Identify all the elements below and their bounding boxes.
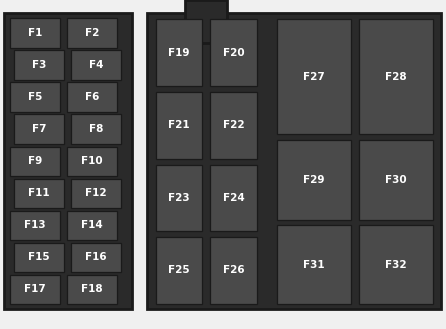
FancyBboxPatch shape <box>70 242 121 272</box>
Text: F2: F2 <box>85 28 99 38</box>
Text: F13: F13 <box>25 220 46 230</box>
Text: F9: F9 <box>28 156 42 166</box>
FancyBboxPatch shape <box>277 140 351 219</box>
Text: F14: F14 <box>81 220 103 230</box>
Text: F22: F22 <box>223 120 244 130</box>
Text: F20: F20 <box>223 48 244 58</box>
FancyBboxPatch shape <box>67 275 117 304</box>
Text: F15: F15 <box>28 252 50 262</box>
Text: F11: F11 <box>28 188 50 198</box>
FancyBboxPatch shape <box>67 146 117 176</box>
FancyBboxPatch shape <box>70 50 121 80</box>
FancyBboxPatch shape <box>156 19 202 86</box>
FancyBboxPatch shape <box>10 211 61 240</box>
Text: F7: F7 <box>32 124 46 134</box>
Text: F29: F29 <box>303 175 325 185</box>
FancyBboxPatch shape <box>10 83 61 112</box>
Text: F5: F5 <box>28 92 42 102</box>
Text: F25: F25 <box>168 266 190 275</box>
Text: F26: F26 <box>223 266 244 275</box>
FancyBboxPatch shape <box>359 225 433 304</box>
FancyBboxPatch shape <box>70 114 121 144</box>
Text: F21: F21 <box>168 120 190 130</box>
Text: F6: F6 <box>85 92 99 102</box>
FancyBboxPatch shape <box>67 18 117 48</box>
FancyBboxPatch shape <box>13 242 64 272</box>
Text: F10: F10 <box>81 156 103 166</box>
FancyBboxPatch shape <box>211 92 257 159</box>
FancyBboxPatch shape <box>10 18 61 48</box>
FancyBboxPatch shape <box>10 275 61 304</box>
FancyBboxPatch shape <box>147 13 441 309</box>
Text: F23: F23 <box>168 193 190 203</box>
FancyBboxPatch shape <box>10 146 61 176</box>
FancyBboxPatch shape <box>13 114 64 144</box>
FancyBboxPatch shape <box>359 19 433 134</box>
FancyBboxPatch shape <box>70 179 121 208</box>
FancyBboxPatch shape <box>185 0 227 43</box>
Text: F19: F19 <box>168 48 190 58</box>
Text: F3: F3 <box>32 60 46 70</box>
Text: F16: F16 <box>85 252 107 262</box>
Text: F28: F28 <box>385 72 407 82</box>
Text: F17: F17 <box>24 284 46 294</box>
FancyBboxPatch shape <box>211 164 257 231</box>
Text: F32: F32 <box>385 260 407 269</box>
FancyBboxPatch shape <box>156 164 202 231</box>
Text: F8: F8 <box>89 124 103 134</box>
FancyBboxPatch shape <box>211 19 257 86</box>
Text: F30: F30 <box>385 175 407 185</box>
Text: F1: F1 <box>28 28 42 38</box>
FancyBboxPatch shape <box>359 140 433 219</box>
Text: F4: F4 <box>89 60 103 70</box>
FancyBboxPatch shape <box>277 225 351 304</box>
FancyBboxPatch shape <box>67 83 117 112</box>
FancyBboxPatch shape <box>4 13 132 309</box>
FancyBboxPatch shape <box>67 211 117 240</box>
FancyBboxPatch shape <box>13 179 64 208</box>
FancyBboxPatch shape <box>277 19 351 134</box>
Text: F24: F24 <box>223 193 244 203</box>
FancyBboxPatch shape <box>156 237 202 304</box>
Text: F12: F12 <box>85 188 107 198</box>
FancyBboxPatch shape <box>156 92 202 159</box>
FancyBboxPatch shape <box>211 237 257 304</box>
Text: F27: F27 <box>303 72 325 82</box>
Text: F31: F31 <box>303 260 325 269</box>
Text: F18: F18 <box>81 284 103 294</box>
FancyBboxPatch shape <box>13 50 64 80</box>
